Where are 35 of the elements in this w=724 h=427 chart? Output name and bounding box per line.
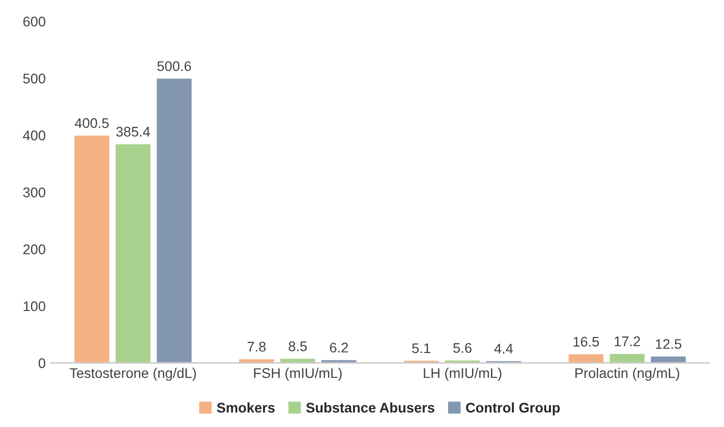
x-tick-label: LH (mIU/mL) [424, 368, 502, 381]
y-tick-label: 0 [38, 358, 46, 368]
x-tick-label: Testosterone (ng/dL) [70, 368, 196, 381]
data-label: 400.5 [74, 118, 109, 128]
data-label: 4.4 [494, 344, 513, 354]
bar [278, 357, 317, 363]
bar [650, 355, 688, 363]
y-tick-label: 300 [23, 187, 46, 198]
y-tick-label: 400 [22, 130, 46, 140]
data-label: 500.6 [157, 61, 191, 72]
data-label: 17.2 [614, 336, 640, 346]
y-tick-label: 100 [24, 301, 46, 312]
data-label: 8.5 [288, 341, 307, 352]
bar [73, 134, 111, 363]
data-label: 385.4 [116, 126, 150, 137]
x-tick-label: FSH (mIU/mL) [254, 368, 342, 381]
legend-label: Substance Abusers [306, 402, 434, 413]
data-label: 6.2 [330, 342, 348, 353]
bar [567, 352, 605, 363]
data-label: 12.5 [656, 339, 682, 349]
bar [444, 359, 482, 363]
data-label: 5.1 [412, 343, 430, 354]
legend-label: Control Group [466, 402, 560, 416]
data-label: 16.5 [574, 336, 599, 347]
data-label: 7.8 [248, 342, 266, 352]
bar [608, 352, 646, 363]
bar [320, 358, 358, 363]
y-tick-label: 500 [23, 74, 46, 84]
y-tick-label: 600 [23, 16, 46, 27]
x-tick-label: Prolactin (ng/mL) [575, 368, 680, 381]
bar [114, 142, 152, 363]
legend-label: Smokers [216, 402, 275, 413]
y-tick-label: 200 [23, 244, 46, 254]
data-label: 5.6 [453, 343, 472, 353]
bar [155, 77, 194, 363]
